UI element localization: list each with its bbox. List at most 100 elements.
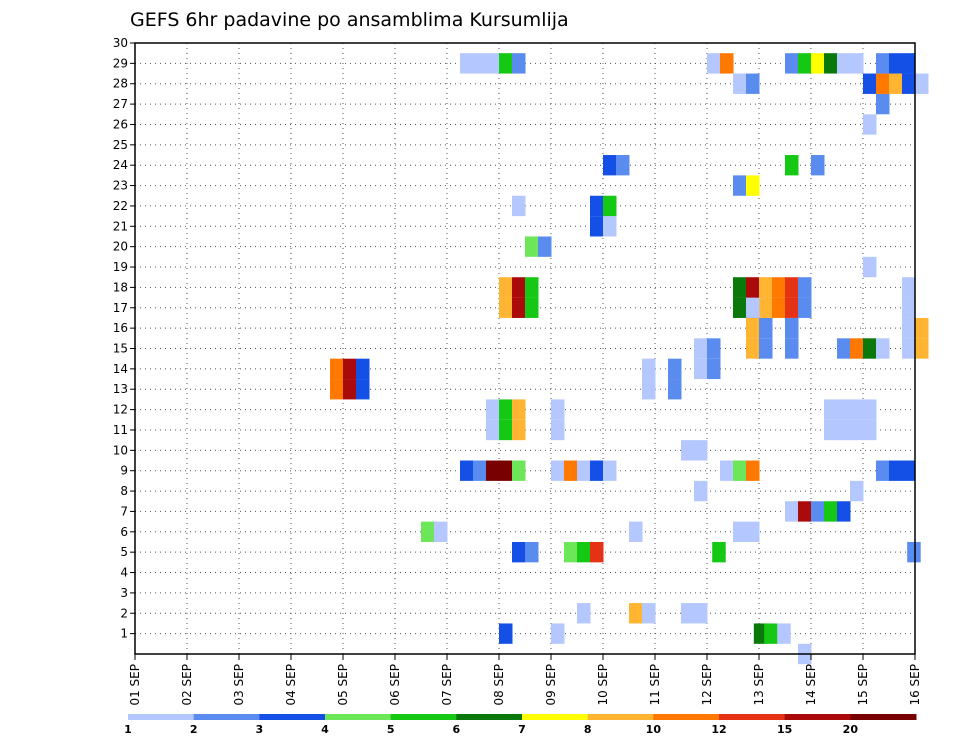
heatmap-cell xyxy=(902,338,916,359)
heatmap-cell xyxy=(759,277,773,298)
heatmap-cell xyxy=(798,501,812,522)
heatmap-cell xyxy=(837,501,851,522)
colorbar-label: 1 xyxy=(124,723,132,736)
heatmap-cell xyxy=(712,541,726,563)
heatmap-cell xyxy=(694,603,708,624)
heatmap-cell xyxy=(512,419,526,441)
y-tick-label: 23 xyxy=(113,179,128,193)
heatmap-cell xyxy=(473,460,487,481)
grid xyxy=(135,43,915,654)
heatmap-cell xyxy=(590,541,604,563)
y-tick-label: 4 xyxy=(120,566,128,580)
heatmap-cell xyxy=(707,358,721,380)
heatmap-cell xyxy=(564,541,578,563)
heatmap-cell xyxy=(746,73,760,94)
colorbar-label: 12 xyxy=(711,723,726,736)
x-tick-label: 16 SEP xyxy=(908,664,922,706)
heatmap-cell xyxy=(642,379,656,400)
heatmap-cell xyxy=(460,460,474,481)
colorbar-swatch xyxy=(259,714,326,720)
heatmap-cell xyxy=(603,216,617,237)
heatmap-cell xyxy=(850,338,864,359)
heatmap-cell xyxy=(525,277,539,298)
heatmap-cell xyxy=(811,155,825,176)
heatmap-cell xyxy=(863,256,877,278)
x-tick-label: 04 SEP xyxy=(284,664,298,706)
heatmap-cell xyxy=(512,541,526,563)
heatmap-cell xyxy=(668,358,682,380)
heatmap-cell xyxy=(746,460,760,481)
x-tick-label: 10 SEP xyxy=(596,664,610,706)
colorbar-swatch xyxy=(325,714,392,720)
heatmap-cell xyxy=(863,338,877,359)
y-tick-label: 9 xyxy=(120,464,128,478)
x-tick-label: 07 SEP xyxy=(440,664,454,706)
heatmap-cell xyxy=(551,399,565,420)
y-tick-label: 29 xyxy=(113,56,128,70)
heatmap-cell xyxy=(499,399,513,420)
heatmap-cell xyxy=(733,73,747,94)
y-tick-label: 16 xyxy=(113,321,128,335)
heatmap-cell xyxy=(421,521,435,542)
heatmap-cell xyxy=(889,460,903,481)
colorbar-swatch xyxy=(850,714,917,720)
heatmap-cell xyxy=(668,379,682,400)
heatmap-cell xyxy=(538,236,552,257)
y-tick-label: 20 xyxy=(113,240,128,254)
heatmap-cell xyxy=(512,277,526,298)
x-tick-label: 14 SEP xyxy=(804,664,818,706)
heatmap-cell xyxy=(915,338,929,359)
heatmap-cell xyxy=(876,53,890,74)
colorbar-swatch xyxy=(456,714,523,720)
colorbar-label: 6 xyxy=(453,723,461,736)
y-tick-label: 22 xyxy=(113,199,128,213)
colorbar-label: 20 xyxy=(843,723,859,736)
heatmap-cell xyxy=(434,521,448,542)
y-tick-label: 15 xyxy=(113,342,128,356)
heatmap-cell xyxy=(798,297,812,318)
heatmap-cell xyxy=(590,195,604,217)
heatmap-cell xyxy=(486,460,500,481)
heatmap-cell xyxy=(876,338,890,359)
heatmap-cell xyxy=(356,358,370,380)
heatmap-cell xyxy=(876,73,890,94)
heatmap-cell xyxy=(551,419,565,441)
heatmap-cell xyxy=(642,358,656,380)
heatmap-cell xyxy=(603,460,617,481)
heatmap-cell xyxy=(343,358,357,380)
heatmap-cells xyxy=(330,53,929,665)
colorbar-swatch xyxy=(390,714,457,720)
heatmap-cell xyxy=(824,419,838,441)
heatmap-cell xyxy=(889,53,903,74)
colorbar: 1 2 3 4 5 6 7 8 10 12 15 20 xyxy=(124,714,917,736)
x-tick-label: 09 SEP xyxy=(544,664,558,706)
heatmap-cell xyxy=(564,460,578,481)
heatmap-cell xyxy=(863,399,877,420)
heatmap-cell xyxy=(720,53,734,74)
heatmap-cell xyxy=(837,53,851,74)
y-tick-label: 7 xyxy=(120,504,128,518)
heatmap-cell xyxy=(785,317,799,339)
heatmap-cell xyxy=(772,277,786,298)
heatmap-cell xyxy=(785,338,799,359)
heatmap-cell xyxy=(499,623,513,644)
heatmap-cell xyxy=(499,277,513,298)
x-tick-label: 13 SEP xyxy=(752,664,766,706)
colorbar-label: 4 xyxy=(321,723,329,736)
y-tick-label: 12 xyxy=(113,403,128,417)
y-tick-label: 11 xyxy=(113,423,128,437)
heatmap-cell xyxy=(824,501,838,522)
heatmap-cell xyxy=(694,480,708,502)
heatmap-cell xyxy=(824,399,838,420)
heatmap-cell xyxy=(525,236,539,257)
y-tick-label: 8 xyxy=(120,484,128,498)
heatmap-cell xyxy=(746,175,760,196)
heatmap-cell xyxy=(907,541,921,563)
heatmap-cell xyxy=(616,155,630,176)
colorbar-swatch xyxy=(653,714,720,720)
heatmap-cell xyxy=(811,53,825,74)
heatmap-cell xyxy=(577,460,591,481)
x-tick-label: 12 SEP xyxy=(700,664,714,706)
heatmap-cell xyxy=(525,541,539,563)
